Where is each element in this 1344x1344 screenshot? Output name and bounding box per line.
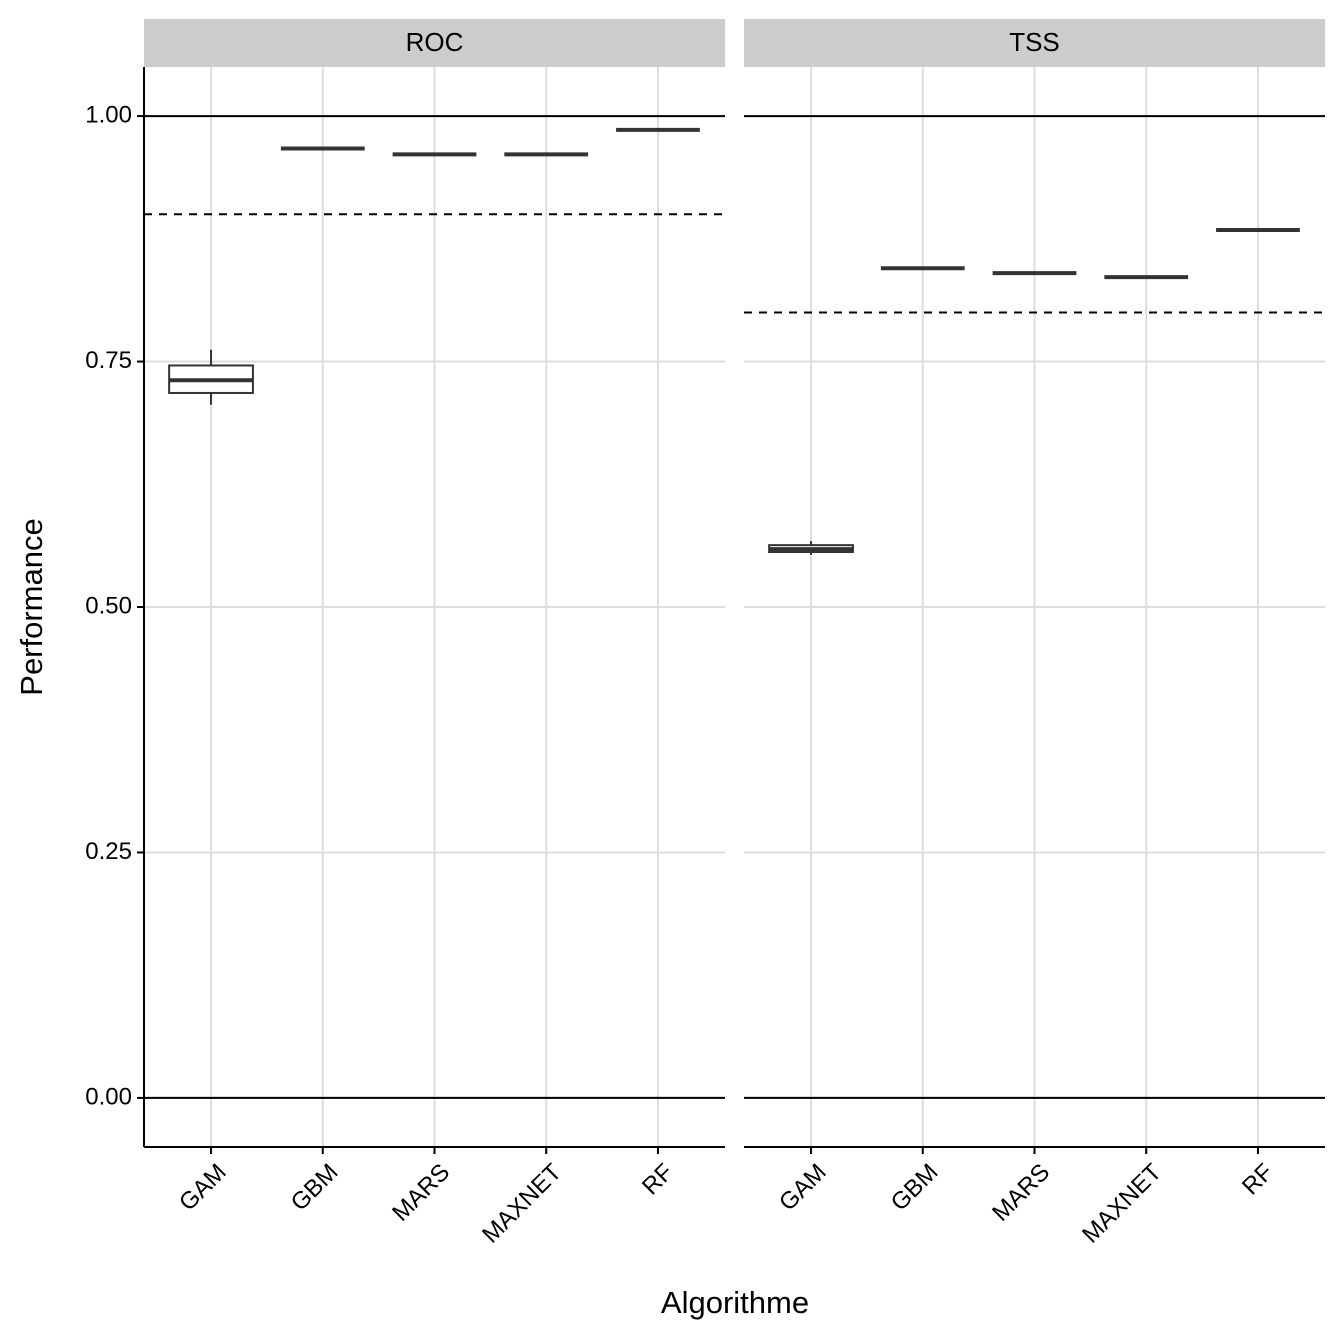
strip <box>744 19 1325 67</box>
facet-title: ROC <box>406 27 464 57</box>
x-tick-label: GBM <box>886 1159 944 1217</box>
x-tick-label: GAM <box>774 1159 832 1217</box>
x-tick-label: MARS <box>387 1159 455 1227</box>
x-tick-label: RF <box>1237 1159 1279 1201</box>
x-tick-label: MARS <box>987 1159 1055 1227</box>
x-tick-label: MAXNET <box>1077 1158 1167 1248</box>
x-axis-title: Algorithme <box>661 1285 809 1320</box>
y-tick-label: 0.25 <box>85 838 132 865</box>
y-tick-label: 0.75 <box>85 347 132 374</box>
y-tick-label: 0.50 <box>85 592 132 619</box>
x-tick-label: GAM <box>174 1159 232 1217</box>
facet-title: TSS <box>1009 27 1060 57</box>
y-tick-label: 0.00 <box>85 1083 132 1110</box>
y-tick-label: 1.00 <box>85 101 132 128</box>
x-tick-label: MAXNET <box>477 1158 567 1248</box>
strip <box>144 19 725 67</box>
x-tick-label: GBM <box>286 1159 344 1217</box>
y-axis-title: Performance <box>14 518 49 695</box>
x-tick-label: RF <box>637 1159 679 1201</box>
